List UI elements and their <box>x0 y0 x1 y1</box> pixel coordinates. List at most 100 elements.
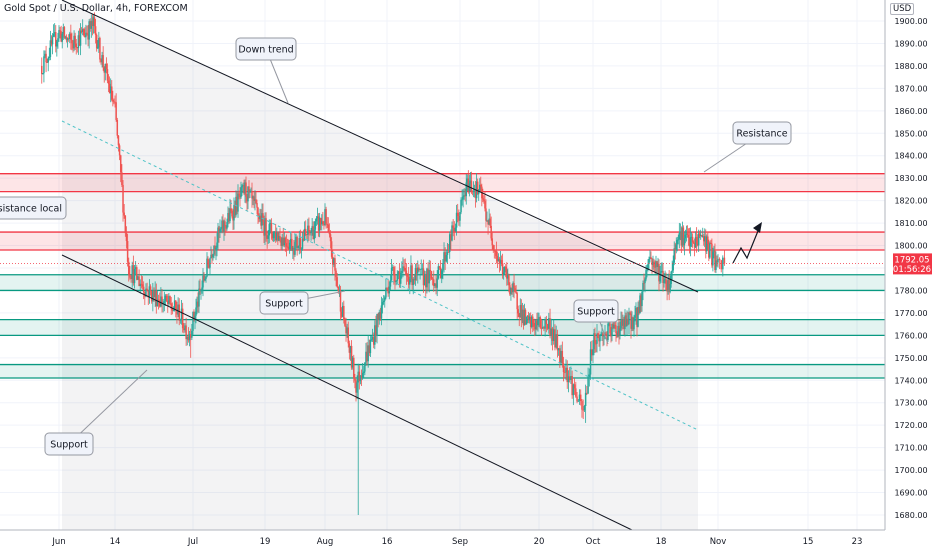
candle-body <box>650 257 652 260</box>
candle-body <box>445 254 448 262</box>
candle-body <box>376 314 378 336</box>
resistance-zone <box>0 232 885 251</box>
candle-body <box>701 236 704 237</box>
support-zone <box>0 319 885 336</box>
candle-body <box>515 291 517 294</box>
candle-body <box>318 217 321 231</box>
candle-body <box>261 213 263 226</box>
candle-body <box>57 38 59 42</box>
candle-body <box>612 323 614 329</box>
candle-body <box>371 336 374 340</box>
candle-body <box>602 333 604 337</box>
candle-body <box>474 190 477 199</box>
candle-body <box>452 225 454 228</box>
candle-body <box>260 215 262 226</box>
candle-body <box>345 325 347 334</box>
candle-body <box>711 243 713 266</box>
candle-body <box>586 392 588 394</box>
candle-body <box>347 327 349 344</box>
candle-body <box>368 345 371 354</box>
down-trend-callout-text: Down trend <box>238 45 293 56</box>
candle-body <box>657 263 659 267</box>
candle-body <box>169 296 171 304</box>
candle-body <box>666 290 668 292</box>
down-trend-callout-box <box>235 37 297 61</box>
candle-body <box>548 318 550 329</box>
candle-body <box>137 276 139 280</box>
candle-body <box>98 38 100 48</box>
price-tick-label: 1860.00 <box>894 107 927 116</box>
candle-body <box>208 264 210 268</box>
candle-body <box>289 238 292 243</box>
candle-body <box>683 238 686 246</box>
candle-body <box>129 274 131 278</box>
candle-body <box>598 338 600 342</box>
candle-body <box>85 32 87 38</box>
candle-body <box>136 267 138 280</box>
candle-body <box>594 333 596 344</box>
candle-body <box>723 257 726 264</box>
candle-body <box>298 238 301 247</box>
candle-body <box>242 185 244 187</box>
candle-body <box>179 319 182 321</box>
candle-body <box>74 35 76 44</box>
candle-body <box>629 312 631 314</box>
price-tick-label: 1810.00 <box>894 219 927 228</box>
candle-body <box>691 236 694 243</box>
candle-body <box>181 308 184 329</box>
currency-badge[interactable]: USD <box>890 3 915 15</box>
candle-body <box>370 339 373 341</box>
candle-body <box>482 198 484 200</box>
candle-body <box>513 283 515 289</box>
candle-body <box>613 324 615 329</box>
candle-body <box>203 275 205 281</box>
candle-body <box>340 311 343 317</box>
candle-body <box>55 32 57 47</box>
candle-body <box>158 301 161 307</box>
support-oct-callout-box <box>573 299 619 323</box>
candle-body <box>271 233 274 239</box>
support-lower-callout-pointer <box>68 369 148 445</box>
candle-body <box>630 313 632 329</box>
candle-body <box>693 243 696 248</box>
candle-body <box>681 227 684 246</box>
candle-body <box>472 191 475 192</box>
candle-body <box>567 376 570 383</box>
candle-body <box>185 325 187 340</box>
candle-body <box>183 328 185 331</box>
candle-body <box>389 280 392 287</box>
candle-body <box>377 314 379 320</box>
candlestick-series <box>41 12 726 515</box>
candle-body <box>58 30 60 39</box>
candle-body <box>626 318 628 327</box>
candle-body <box>538 317 540 320</box>
candle-body <box>146 288 148 292</box>
candle-body <box>367 345 369 362</box>
candle-body <box>642 283 644 292</box>
price-axis[interactable]: 1680.00 1690.00 1700.00 1710.00 1720.00 1730.… <box>884 0 932 550</box>
candle-body <box>688 237 691 247</box>
candle-body <box>435 283 437 288</box>
candle-body <box>273 231 276 233</box>
candle-body <box>309 231 311 234</box>
candle-body <box>314 221 317 230</box>
candle-body <box>680 231 683 246</box>
candle-body <box>421 268 424 270</box>
candle-body <box>437 266 440 279</box>
price-tick-label: 1870.00 <box>894 84 927 93</box>
candle-body <box>187 336 190 341</box>
candle-body <box>284 237 287 244</box>
candle-body <box>664 279 666 281</box>
candle-body <box>222 220 224 232</box>
candle-body <box>550 328 553 336</box>
time-axis[interactable]: Jun 14 Jul 19 Aug 16 Sep 20 Oct 18 Nov 15 23 <box>0 529 932 550</box>
candle-body <box>499 260 502 264</box>
candle-body <box>60 31 62 42</box>
candle-body <box>244 182 246 194</box>
candle-body <box>285 243 288 247</box>
candle-body <box>706 236 708 252</box>
candle-body <box>147 291 150 298</box>
candle-body <box>80 30 83 32</box>
candle-body <box>415 268 418 274</box>
